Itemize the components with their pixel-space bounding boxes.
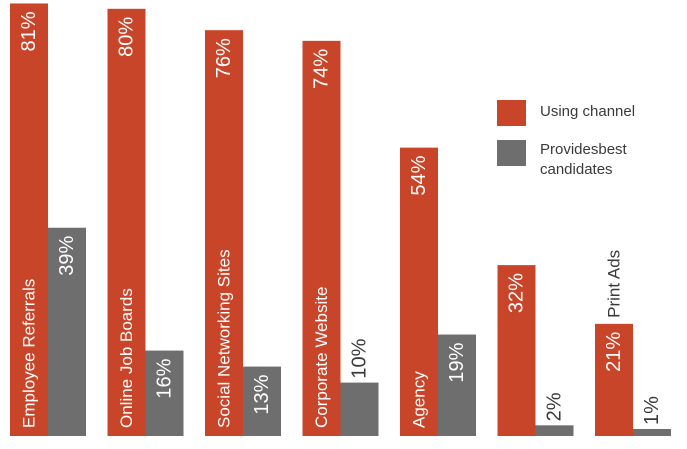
data-label-using-channel-4: 54% bbox=[408, 155, 430, 195]
bar-using-channel-3 bbox=[302, 40, 341, 437]
data-label-provides-best-3: 10% bbox=[349, 338, 371, 378]
category-label-4: Agency bbox=[410, 371, 429, 428]
bar-provides-best-1 bbox=[145, 350, 184, 436]
category-label-3: Corporate Website bbox=[312, 287, 331, 428]
category-label-6: Print Ads bbox=[605, 250, 624, 318]
legend-label-provides-best: Providesbest candidates bbox=[540, 141, 627, 178]
category-label-1: Online Job Boards bbox=[117, 288, 136, 428]
legend-swatch-using-channel bbox=[497, 100, 526, 126]
bar-provides-best-6 bbox=[633, 429, 671, 436]
data-label-provides-best-6: 1% bbox=[641, 396, 663, 425]
category-label-2: Social Networking Sites bbox=[215, 249, 234, 428]
bar-provides-best-3 bbox=[340, 382, 379, 436]
data-label-provides-best-0: 39% bbox=[56, 236, 78, 276]
legend-item-using-channel: Using channel bbox=[497, 100, 682, 126]
data-label-using-channel-1: 80% bbox=[116, 17, 138, 57]
data-label-provides-best-4: 19% bbox=[446, 342, 468, 382]
data-label-provides-best-5: 2% bbox=[544, 392, 566, 421]
bar-using-channel-6 bbox=[595, 323, 633, 436]
bar-using-channel-4 bbox=[400, 147, 438, 436]
data-label-using-channel-0: 81% bbox=[18, 11, 40, 51]
bar-provides-best-4 bbox=[438, 334, 476, 436]
legend-swatch-provides-best bbox=[497, 140, 526, 166]
data-label-provides-best-2: 13% bbox=[251, 374, 273, 414]
data-label-using-channel-6: 21% bbox=[603, 332, 625, 372]
bar-using-channel-2 bbox=[205, 30, 243, 436]
bar-using-channel-0 bbox=[10, 3, 48, 437]
data-label-provides-best-1: 16% bbox=[154, 358, 176, 398]
data-label-using-channel-2: 76% bbox=[213, 38, 235, 78]
bar-using-channel-5 bbox=[497, 265, 536, 436]
bar-provides-best-5 bbox=[535, 425, 574, 436]
legend: Using channel Providesbest candidates bbox=[497, 100, 682, 194]
bar-provides-best-2 bbox=[243, 366, 281, 436]
data-label-using-channel-3: 74% bbox=[311, 49, 333, 89]
legend-label-using-channel: Using channel bbox=[540, 103, 636, 120]
category-label-0: Employee Referrals bbox=[20, 279, 39, 428]
legend-item-provides-best: Providesbest candidates bbox=[497, 140, 682, 180]
bar-using-channel-1 bbox=[107, 8, 146, 437]
data-label-using-channel-5: 32% bbox=[506, 273, 528, 313]
bar-provides-best-0 bbox=[48, 227, 86, 436]
